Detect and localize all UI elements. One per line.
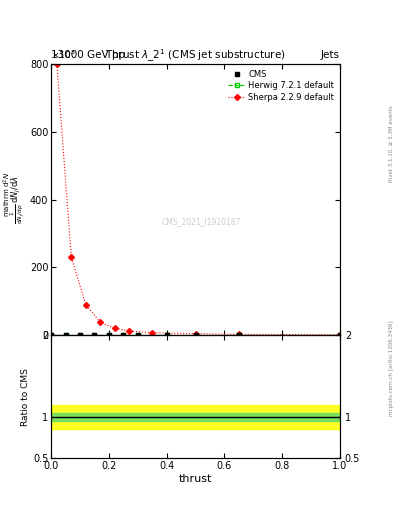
Text: 13000 GeV pp: 13000 GeV pp [51, 50, 125, 60]
Line: CMS: CMS [49, 333, 342, 337]
Sherpa 2.2.9 default [69, 254, 73, 260]
Sherpa 2.2.9 default [150, 330, 154, 336]
Text: $\times10^3$: $\times10^3$ [51, 49, 76, 61]
Herwig 7.2.1 default [78, 332, 83, 338]
CMS [193, 332, 198, 338]
Y-axis label: $\frac{1}{\mathrm{d}N_j/\mathrm{d}p}\,\mathrm{d}N_j/\mathrm{d}\lambda$: $\frac{1}{\mathrm{d}N_j/\mathrm{d}p}\,\m… [9, 175, 27, 224]
Text: Jets: Jets [321, 50, 340, 60]
Herwig 7.2.1 default [121, 332, 126, 338]
Sherpa 2.2.9 default [98, 319, 103, 325]
Line: Herwig 7.2.1 default: Herwig 7.2.1 default [49, 333, 342, 337]
CMS [164, 332, 169, 338]
CMS [338, 332, 342, 338]
CMS [63, 332, 68, 338]
Herwig 7.2.1 default [237, 332, 241, 338]
CMS [92, 332, 97, 338]
Text: $\mathrm{mathrm\ d}^2N$: $\mathrm{mathrm\ d}^2N$ [2, 172, 13, 217]
Text: mcplots.cern.ch [arXiv:1306.3436]: mcplots.cern.ch [arXiv:1306.3436] [389, 321, 393, 416]
Herwig 7.2.1 default [164, 332, 169, 338]
Herwig 7.2.1 default [92, 332, 97, 338]
Sherpa 2.2.9 default [237, 331, 241, 337]
Herwig 7.2.1 default [63, 332, 68, 338]
Title: Thrust $\lambda\_2^1$ (CMS jet substructure): Thrust $\lambda\_2^1$ (CMS jet substruct… [105, 48, 286, 64]
Herwig 7.2.1 default [338, 332, 342, 338]
CMS [136, 332, 140, 338]
Sherpa 2.2.9 default [338, 332, 342, 338]
Sherpa 2.2.9 default [112, 325, 117, 331]
CMS [78, 332, 83, 338]
Sherpa 2.2.9 default [127, 328, 131, 334]
Herwig 7.2.1 default [136, 332, 140, 338]
CMS [121, 332, 126, 338]
Sherpa 2.2.9 default [83, 302, 88, 308]
Herwig 7.2.1 default [193, 332, 198, 338]
Sherpa 2.2.9 default [193, 331, 198, 337]
CMS [237, 332, 241, 338]
Text: CMS_2021_I1920187: CMS_2021_I1920187 [162, 217, 241, 226]
Herwig 7.2.1 default [49, 332, 53, 338]
X-axis label: thrust: thrust [179, 474, 212, 484]
CMS [49, 332, 53, 338]
Sherpa 2.2.9 default [55, 61, 59, 67]
Line: Sherpa 2.2.9 default: Sherpa 2.2.9 default [55, 62, 342, 337]
CMS [107, 332, 111, 338]
Y-axis label: Ratio to CMS: Ratio to CMS [21, 368, 30, 425]
Text: Rivet 3.1.10, ≥ 3.3M events: Rivet 3.1.10, ≥ 3.3M events [389, 105, 393, 182]
Herwig 7.2.1 default [107, 332, 111, 338]
Legend: CMS, Herwig 7.2.1 default, Sherpa 2.2.9 default: CMS, Herwig 7.2.1 default, Sherpa 2.2.9 … [227, 68, 336, 103]
